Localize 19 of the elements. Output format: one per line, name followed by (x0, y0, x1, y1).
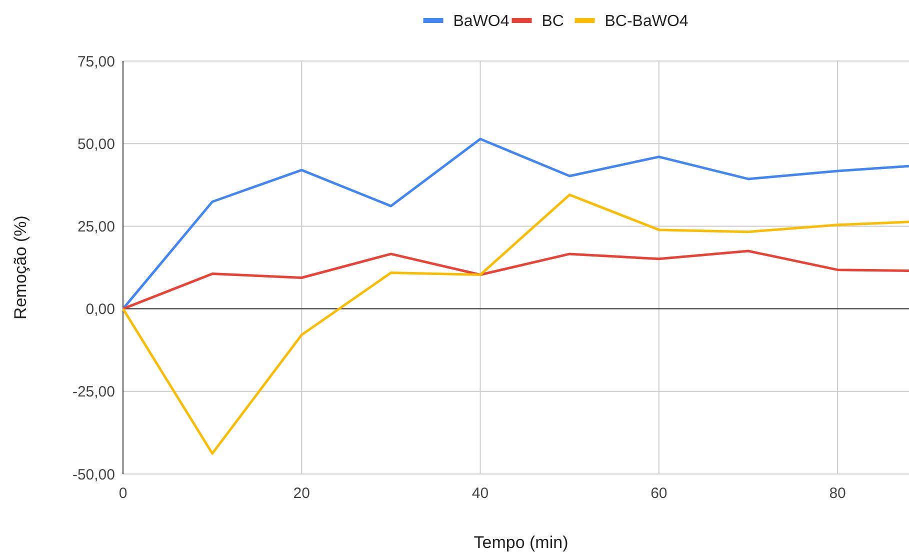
legend-label: BC-BaWO4 (604, 13, 688, 30)
y-tick-label: -25,00 (72, 384, 115, 401)
x-tick-label: 20 (293, 485, 310, 502)
x-tick-label: 40 (472, 485, 489, 502)
y-tick-label: 50,00 (77, 136, 115, 153)
line-series (122, 194, 909, 455)
legend-label: BaWO4 (453, 13, 510, 30)
y-tick-label: -50,00 (72, 466, 115, 484)
y-tick-label: 0,00 (86, 301, 115, 318)
x-tick-label: 0 (118, 485, 128, 502)
y-axis-title: Remoção (%) (11, 216, 30, 320)
x-axis-title: Tempo (min) (474, 533, 568, 552)
x-tick-label: 60 (650, 485, 668, 502)
x-tick-label: 80 (829, 485, 846, 502)
line-series (122, 138, 909, 310)
legend-label: BC (542, 13, 564, 30)
line-series (122, 250, 909, 310)
y-tick-label: 75,00 (77, 53, 115, 70)
y-tick-label: 25,00 (77, 218, 115, 236)
